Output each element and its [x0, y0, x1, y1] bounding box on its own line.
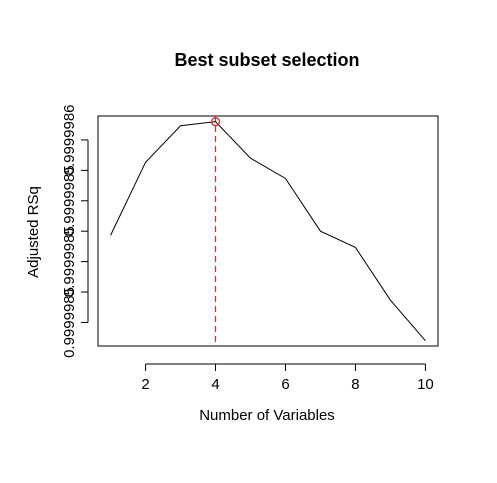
x-axis: 2 4 6 8 10 [141, 363, 434, 393]
y-tick-label: 0.9999985 [61, 287, 78, 358]
y-axis-label: Adjusted RSq [25, 186, 42, 278]
x-axis-label: Number of Variables [199, 407, 335, 424]
best-model-point [210, 117, 221, 127]
y-tick-label: 0.9999985 [61, 165, 78, 236]
series-layer [110, 117, 426, 342]
x-tick-label: 4 [211, 376, 219, 393]
x-tick-label: 6 [281, 376, 289, 393]
x-tick-label: 2 [141, 376, 149, 393]
x-tick-label: 10 [417, 376, 434, 393]
adjusted-rsq-line [110, 121, 426, 342]
plot-area-frame [97, 115, 439, 347]
chart-title: Best subset selection [174, 50, 359, 70]
x-tick-label: 8 [351, 376, 359, 393]
y-tick-label: 0.9999986 [61, 104, 78, 175]
y-tick-label: 0.9999985 [61, 226, 78, 297]
